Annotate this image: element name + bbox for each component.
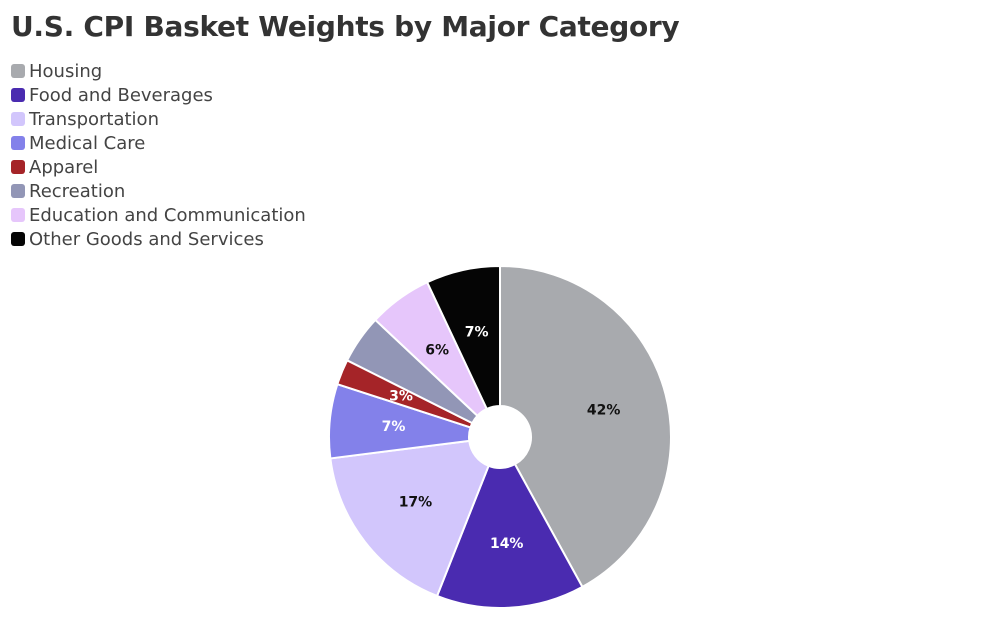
slice-value-label: 17%	[399, 495, 433, 511]
legend-swatch	[11, 88, 25, 102]
legend-item: Food and Beverages	[11, 83, 306, 107]
legend-item: Other Goods and Services	[11, 227, 306, 251]
pie-slice	[329, 439, 490, 597]
slice-value-label: 14%	[490, 536, 524, 552]
legend-swatch	[11, 136, 25, 150]
legend-item: Education and Communication	[11, 203, 306, 227]
pie-slice	[436, 463, 584, 609]
legend-item: Medical Care	[11, 131, 306, 155]
slice-value-label: 6%	[425, 342, 449, 358]
legend-item: Recreation	[11, 179, 306, 203]
legend-swatch	[11, 232, 25, 246]
slice-value-label: 3%	[389, 388, 413, 404]
legend-swatch	[11, 208, 25, 222]
slice-value-label: 42%	[587, 402, 621, 418]
legend-swatch	[11, 112, 25, 126]
legend-label: Apparel	[29, 156, 99, 178]
legend: Housing Food and Beverages Transportation M…	[11, 59, 306, 251]
legend-swatch	[11, 160, 25, 174]
slice-value-label: 7%	[465, 325, 489, 341]
legend-swatch	[11, 184, 25, 198]
legend-label: Food and Beverages	[29, 84, 213, 106]
legend-label: Housing	[29, 60, 103, 82]
legend-item: Housing	[11, 59, 306, 83]
chart-title: U.S. CPI Basket Weights by Major Categor…	[11, 10, 680, 43]
slice-value-label: 7%	[382, 419, 406, 435]
legend-label: Medical Care	[29, 132, 146, 154]
legend-label: Transportation	[29, 108, 159, 130]
legend-swatch	[11, 64, 25, 78]
legend-item: Apparel	[11, 155, 306, 179]
pie-slice	[426, 265, 501, 410]
legend-label: Recreation	[29, 180, 126, 202]
legend-item: Transportation	[11, 107, 306, 131]
pie-slice	[499, 265, 672, 588]
legend-label: Other Goods and Services	[29, 228, 264, 250]
legend-label: Education and Communication	[29, 204, 306, 226]
